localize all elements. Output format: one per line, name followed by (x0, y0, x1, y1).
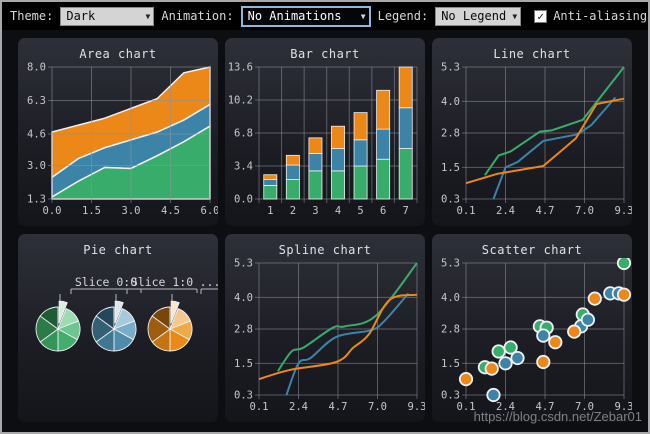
area-chart-canvas: 1.3 3.0 4.6 6.3 8.0 0.0 1.5 3.0 4.5 6.0 (27, 62, 218, 217)
chart-title: Spline chart (278, 243, 372, 257)
chart-title: Bar chart (290, 47, 360, 61)
svg-text:4.7: 4.7 (536, 401, 555, 413)
chevron-down-icon: ▼ (360, 11, 366, 21)
svg-text:2.4: 2.4 (496, 205, 515, 217)
svg-text:3.0: 3.0 (122, 205, 141, 217)
svg-text:0.0: 0.0 (234, 194, 253, 206)
svg-text:1: 1 (267, 205, 273, 217)
svg-text:9.3: 9.3 (408, 401, 425, 413)
antialiasing-label: Anti-aliasing (553, 9, 648, 23)
svg-text:3: 3 (312, 205, 318, 217)
svg-text:4.7: 4.7 (536, 205, 555, 217)
spline-chart-canvas: 0.3 1.5 2.8 4.0 5.3 0.1 2.4 4.7 7.0 9.3 (234, 258, 425, 413)
chart-title: Area chart (79, 47, 157, 61)
animation-selected-value: No Animations (247, 9, 342, 23)
chart-title: Pie chart (83, 243, 153, 257)
svg-text:4.7: 4.7 (329, 401, 348, 413)
charts-grid: Area chart 1.3 3.0 4.6 6.3 8.0 0.0 1.5 3.0 4.5 6.… (2, 30, 648, 422)
svg-text:2.4: 2.4 (496, 401, 515, 413)
svg-text:7: 7 (403, 205, 409, 217)
animation-label: Animation: (161, 9, 234, 23)
svg-text:Slice 0:0: Slice 0:0 (75, 275, 137, 289)
animation-select[interactable]: No Animations ▼ (240, 5, 371, 27)
bar-chart-canvas: 0.0 3.4 6.8 10.2 13.6 1 2 3 4 5 6 7 (228, 62, 418, 217)
svg-text:1.3: 1.3 (27, 194, 46, 206)
svg-text:5.3: 5.3 (234, 258, 253, 270)
line-chart-panel: Line chart 0.3 1.5 2.8 4.0 5.3 0.1 2.4 4.7 7.0 9.… (432, 38, 632, 226)
area-chart-panel: Area chart 1.3 3.0 4.6 6.3 8.0 0.0 1.5 3.0 4.5 6.… (18, 38, 218, 226)
chart-title: Scatter chart (481, 243, 583, 257)
svg-text:4.5: 4.5 (161, 205, 180, 217)
svg-text:6.3: 6.3 (27, 95, 46, 107)
chart-title: Line chart (493, 47, 571, 61)
svg-text:0.3: 0.3 (234, 390, 253, 402)
svg-text:8.0: 8.0 (27, 62, 46, 74)
line-chart-canvas: 0.3 1.5 2.8 4.0 5.3 0.1 2.4 4.7 7.0 9.3 (441, 62, 632, 217)
legend-select[interactable]: No Legend ▼ (435, 6, 522, 26)
svg-text:4.6: 4.6 (27, 128, 46, 140)
svg-text:2.8: 2.8 (441, 128, 460, 140)
svg-text:7.0: 7.0 (575, 401, 594, 413)
svg-text:6.0: 6.0 (201, 205, 218, 217)
chevron-down-icon: ▼ (145, 11, 151, 21)
svg-text:0.1: 0.1 (457, 205, 476, 217)
theme-selected-value: Dark (66, 9, 96, 23)
watermark-text: https://blog.csdn.net/Zebar01 (473, 409, 642, 424)
svg-text:7.0: 7.0 (368, 401, 387, 413)
spline-chart-panel: Spline chart 0.3 1.5 2.8 4.0 5.3 0.1 2.4 4.7 7.0… (225, 234, 425, 422)
svg-text:3.4: 3.4 (234, 161, 253, 173)
svg-text:2.8: 2.8 (441, 324, 460, 336)
svg-text:4.0: 4.0 (441, 292, 460, 304)
svg-text:4.0: 4.0 (441, 96, 460, 108)
legend-selected-value: No Legend (441, 9, 507, 23)
svg-text:Slice 1:0: Slice 1:0 (131, 275, 193, 289)
svg-text:1.5: 1.5 (441, 162, 460, 174)
svg-text:13.6: 13.6 (228, 62, 253, 74)
svg-text:1.5: 1.5 (441, 358, 460, 370)
scatter-chart-panel: Scatter chart 0.3 1.5 2.8 4.0 5.3 0.1 2.4 4.7 7.… (432, 234, 632, 422)
legend-label: Legend: (377, 9, 429, 23)
svg-text:2.8: 2.8 (234, 324, 253, 336)
svg-text:4.0: 4.0 (234, 292, 253, 304)
svg-text:9.3: 9.3 (615, 401, 632, 413)
theme-select[interactable]: Dark ▼ (60, 6, 155, 26)
svg-text:4: 4 (335, 205, 341, 217)
svg-text:1.5: 1.5 (234, 358, 253, 370)
theme-label: Theme: (10, 9, 54, 23)
svg-text:10.2: 10.2 (228, 95, 253, 107)
checkbox-checked-icon[interactable]: ✓ (534, 9, 548, 23)
svg-text:5.3: 5.3 (441, 258, 460, 270)
svg-text:5.3: 5.3 (441, 62, 460, 74)
svg-text:0.3: 0.3 (441, 390, 460, 402)
svg-text:5: 5 (357, 205, 363, 217)
svg-text:6: 6 (380, 205, 386, 217)
svg-text:0.0: 0.0 (43, 205, 62, 217)
antialiasing-checkbox-row[interactable]: ✓ Anti-aliasing (534, 9, 647, 23)
svg-text:2.4: 2.4 (289, 401, 308, 413)
svg-text:2: 2 (290, 205, 296, 217)
svg-text:9.3: 9.3 (615, 205, 632, 217)
bar-chart-panel: Bar chart 0.0 3.4 6.8 10.2 13.6 1 2 3 4 5 6 7 (225, 38, 425, 226)
svg-text:0.1: 0.1 (457, 401, 476, 413)
toolbar: Theme: Dark ▼ Animation: No Animations ▼… (2, 2, 648, 30)
scatter-chart-canvas: 0.3 1.5 2.8 4.0 5.3 0.1 2.4 4.7 7.0 9.3 (441, 258, 632, 413)
svg-text:0.3: 0.3 (441, 194, 460, 206)
svg-text:3.0: 3.0 (27, 160, 46, 172)
svg-text:7.0: 7.0 (575, 205, 594, 217)
svg-text:0.1: 0.1 (250, 401, 269, 413)
chevron-down-icon: ▼ (512, 11, 518, 21)
svg-text:...: ... (200, 275, 218, 289)
svg-text:1.5: 1.5 (82, 205, 101, 217)
svg-text:6.8: 6.8 (234, 128, 253, 140)
